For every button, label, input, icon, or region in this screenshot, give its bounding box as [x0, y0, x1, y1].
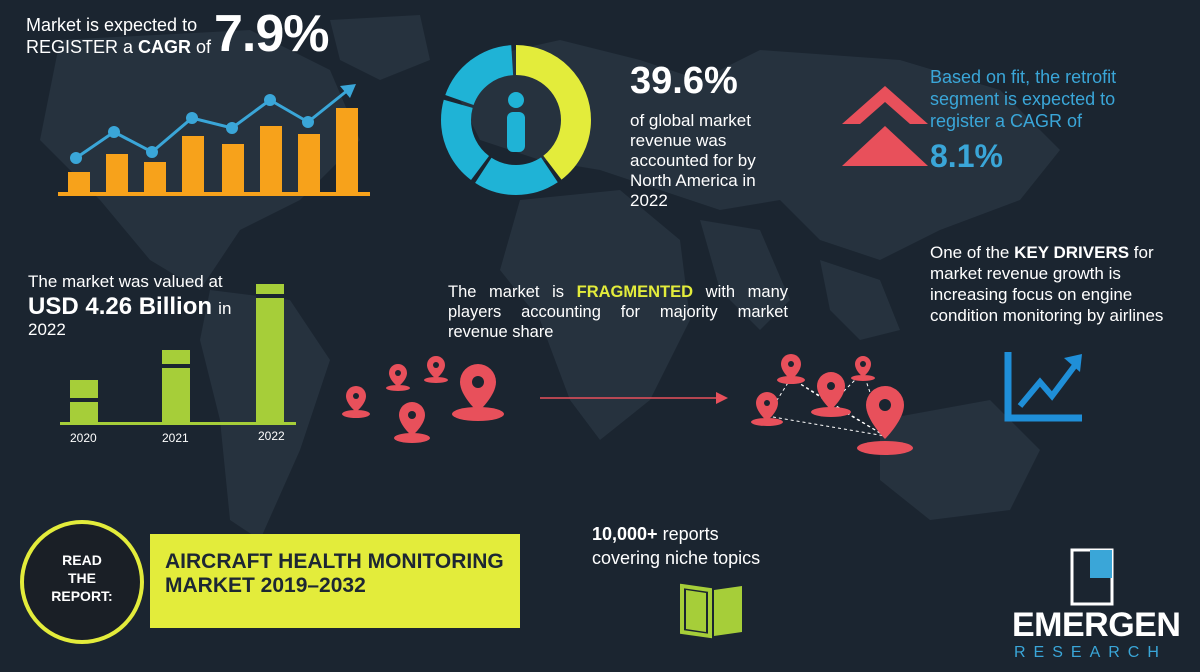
report-banner[interactable]	[150, 534, 520, 628]
map-pin-icon	[751, 392, 783, 426]
market-value-label: The market was valued at	[28, 272, 223, 291]
cagr-value: 7.9%	[214, 5, 330, 63]
read-report-badge[interactable]	[20, 520, 144, 644]
map-pin-icon	[386, 364, 410, 391]
map-pin-icon	[811, 372, 851, 417]
market-value-amount-line: USD 4.26 Billion in	[28, 293, 232, 320]
cagr-description: Market is expected to REGISTER a CAGR of	[26, 14, 211, 58]
north-america-text: of global market revenue was accounted f…	[630, 111, 756, 210]
growth-chart-icon	[1004, 352, 1082, 422]
cagr-bold: CAGR	[138, 37, 192, 57]
market-size-bars	[60, 284, 296, 425]
map-pin-icon	[342, 386, 370, 418]
connected-pins	[751, 354, 913, 455]
arrow-connector	[540, 392, 728, 404]
logo-subtitle: RESEARCH	[1014, 644, 1167, 661]
emergen-logo-icon	[1070, 548, 1114, 606]
cagr-line1: Market is expected to	[26, 15, 198, 35]
map-pin-icon	[857, 386, 913, 455]
retrofit-text: Based on fit, the retrofit segment is ex…	[930, 67, 1117, 131]
map-pin-icon	[851, 356, 875, 381]
key-drivers-bold: KEY DRIVERS	[1014, 243, 1130, 262]
year-label-2020: 2020	[70, 431, 97, 445]
market-value-year: 2022	[28, 320, 66, 339]
trend-chart-icon	[58, 84, 370, 196]
year-label-2022: 2022	[258, 429, 285, 443]
map-pin-icon	[777, 354, 805, 384]
person-icon	[507, 92, 525, 152]
reports-count: 10,000+	[592, 524, 658, 544]
map-pin-icon	[424, 356, 448, 383]
report-title[interactable]: AIRCRAFT HEALTH MONITORING MARKET 2019–2…	[165, 550, 504, 597]
retrofit-value: 8.1%	[930, 138, 1003, 174]
key-drivers-text: One of the KEY DRIVERS for market revenu…	[930, 243, 1164, 325]
map-pin-icon	[394, 402, 430, 443]
scattered-pins	[342, 356, 504, 443]
read-report-label[interactable]: READ THE REPORT:	[51, 552, 113, 604]
fragmented-text: The market is FRAGMENTED with many playe…	[448, 283, 788, 341]
map-pin-icon	[452, 364, 504, 421]
open-book-icon	[680, 583, 742, 639]
year-label-2021: 2021	[162, 431, 189, 445]
logo-name: EMERGEN	[1012, 606, 1181, 644]
double-chevron-up-icon	[842, 86, 928, 166]
market-value-amount: USD 4.26 Billion	[28, 293, 213, 320]
fragmented-highlight: FRAGMENTED	[576, 283, 694, 301]
cagr-line2: REGISTER a CAGR of	[26, 37, 212, 57]
reports-count-text: 10,000+ reports covering niche topics	[592, 524, 761, 568]
north-america-donut	[441, 45, 591, 195]
north-america-share: 39.6%	[630, 60, 738, 102]
